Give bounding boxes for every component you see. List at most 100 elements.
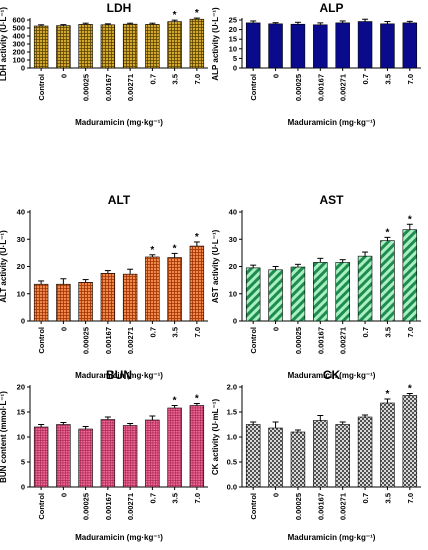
bar (145, 24, 160, 69)
bar (268, 427, 283, 488)
bar (100, 273, 116, 322)
bar (189, 405, 205, 488)
category-label: 0 (59, 327, 68, 331)
y-tick-label: 0 (21, 483, 25, 492)
bar (313, 262, 328, 322)
category-label: 0.7 (361, 493, 370, 503)
bar (145, 256, 160, 322)
x-axis-label: Maduramicin (mg·kg⁻¹) (288, 371, 376, 380)
y-tick-label: 40 (229, 208, 237, 217)
category-label: Control (249, 74, 258, 101)
bar (33, 283, 49, 322)
y-axis-label: LDH activity (U·L⁻¹) (0, 7, 8, 81)
bar (100, 24, 116, 69)
y-tick-label: 0.5 (227, 458, 237, 467)
bar (313, 420, 328, 488)
bar (122, 23, 138, 69)
y-tick-label: 0 (21, 64, 25, 73)
category-label: 0.00271 (126, 327, 135, 354)
bar (357, 21, 373, 69)
bar (335, 262, 350, 322)
category-label: 0.00271 (339, 74, 348, 101)
bar (290, 23, 306, 69)
y-tick-label: 20 (17, 262, 25, 271)
category-label: 0 (59, 493, 68, 497)
bar (167, 21, 182, 69)
category-label: 7.0 (193, 327, 202, 337)
chart-ck: CK 0.0 0.5 1.0 1.5 2.0 CK activity (U·mL⁻¹) Con… (211, 368, 421, 542)
bar (380, 240, 395, 322)
category-label: 0.00025 (82, 327, 91, 354)
bar (290, 266, 306, 322)
significance-marker: * (173, 243, 177, 254)
category-label: 0 (59, 74, 68, 78)
category-label: 0.7 (148, 327, 157, 337)
x-axis-label: Maduramicin (mg·kg⁻¹) (75, 118, 163, 127)
chart-title: BUN (106, 368, 132, 382)
category-label: 0.7 (148, 74, 157, 84)
category-label: 7.0 (193, 493, 202, 503)
y-tick-label: 600 (12, 16, 25, 25)
y-tick-label: 0.0 (227, 483, 237, 492)
y-tick-label: 400 (12, 32, 25, 41)
category-label: Control (37, 74, 46, 101)
category-label: 0.00167 (104, 74, 113, 101)
bar (78, 24, 93, 69)
category-label: 0 (272, 493, 281, 497)
y-tick-label: 10 (229, 289, 237, 298)
significance-marker: * (385, 227, 389, 238)
bar (167, 407, 182, 488)
bar (313, 24, 328, 69)
category-label: 0.00167 (104, 327, 113, 354)
bar (78, 282, 93, 322)
bar (33, 25, 49, 69)
significance-marker: * (173, 396, 177, 407)
category-label: 0 (272, 327, 281, 331)
category-label: 0 (272, 74, 281, 78)
category-label: 0.00271 (126, 74, 135, 101)
bar (245, 267, 261, 322)
y-tick-label: 500 (12, 24, 25, 33)
y-tick-label: 300 (12, 40, 25, 49)
y-tick-label: 2.0 (227, 383, 237, 392)
chart-title: ALT (108, 193, 131, 207)
category-label: 0.00271 (126, 493, 135, 520)
bar (56, 424, 71, 488)
bar (335, 424, 350, 488)
y-tick-label: 100 (12, 56, 25, 65)
significance-marker: * (195, 232, 199, 243)
category-label: 3.5 (383, 74, 392, 84)
bar (122, 425, 138, 488)
significance-marker: * (173, 10, 177, 21)
bar (380, 23, 395, 69)
category-label: 0.00025 (82, 74, 91, 101)
chart-title: ALP (320, 1, 344, 15)
category-label: 0.00167 (104, 493, 113, 520)
bar (268, 269, 283, 322)
category-label: 0.7 (361, 74, 370, 84)
bar (122, 273, 138, 322)
bar (189, 18, 205, 69)
category-label: Control (37, 493, 46, 520)
bar (56, 25, 71, 69)
category-label: Control (249, 327, 258, 354)
y-tick-label: 30 (17, 235, 25, 244)
y-axis-label: ALP activity (U·L⁻¹) (211, 7, 220, 81)
category-label: 0.00271 (339, 327, 348, 354)
bar (56, 283, 71, 322)
x-axis-label: Maduramicin (mg·kg⁻¹) (75, 533, 163, 542)
significance-marker: * (195, 8, 199, 19)
category-label: 0.00167 (316, 74, 325, 101)
significance-marker: * (195, 394, 199, 405)
bar (357, 255, 373, 322)
x-axis-label: Maduramicin (mg·kg⁻¹) (288, 533, 376, 542)
y-tick-label: 1.5 (227, 408, 237, 417)
y-tick-label: 40 (17, 208, 25, 217)
bar (335, 22, 350, 69)
y-tick-label: 15 (229, 35, 237, 44)
y-tick-label: 30 (229, 235, 237, 244)
y-axis-label: CK activity (U·mL⁻¹) (211, 399, 220, 476)
chart-title: LDH (107, 1, 132, 15)
